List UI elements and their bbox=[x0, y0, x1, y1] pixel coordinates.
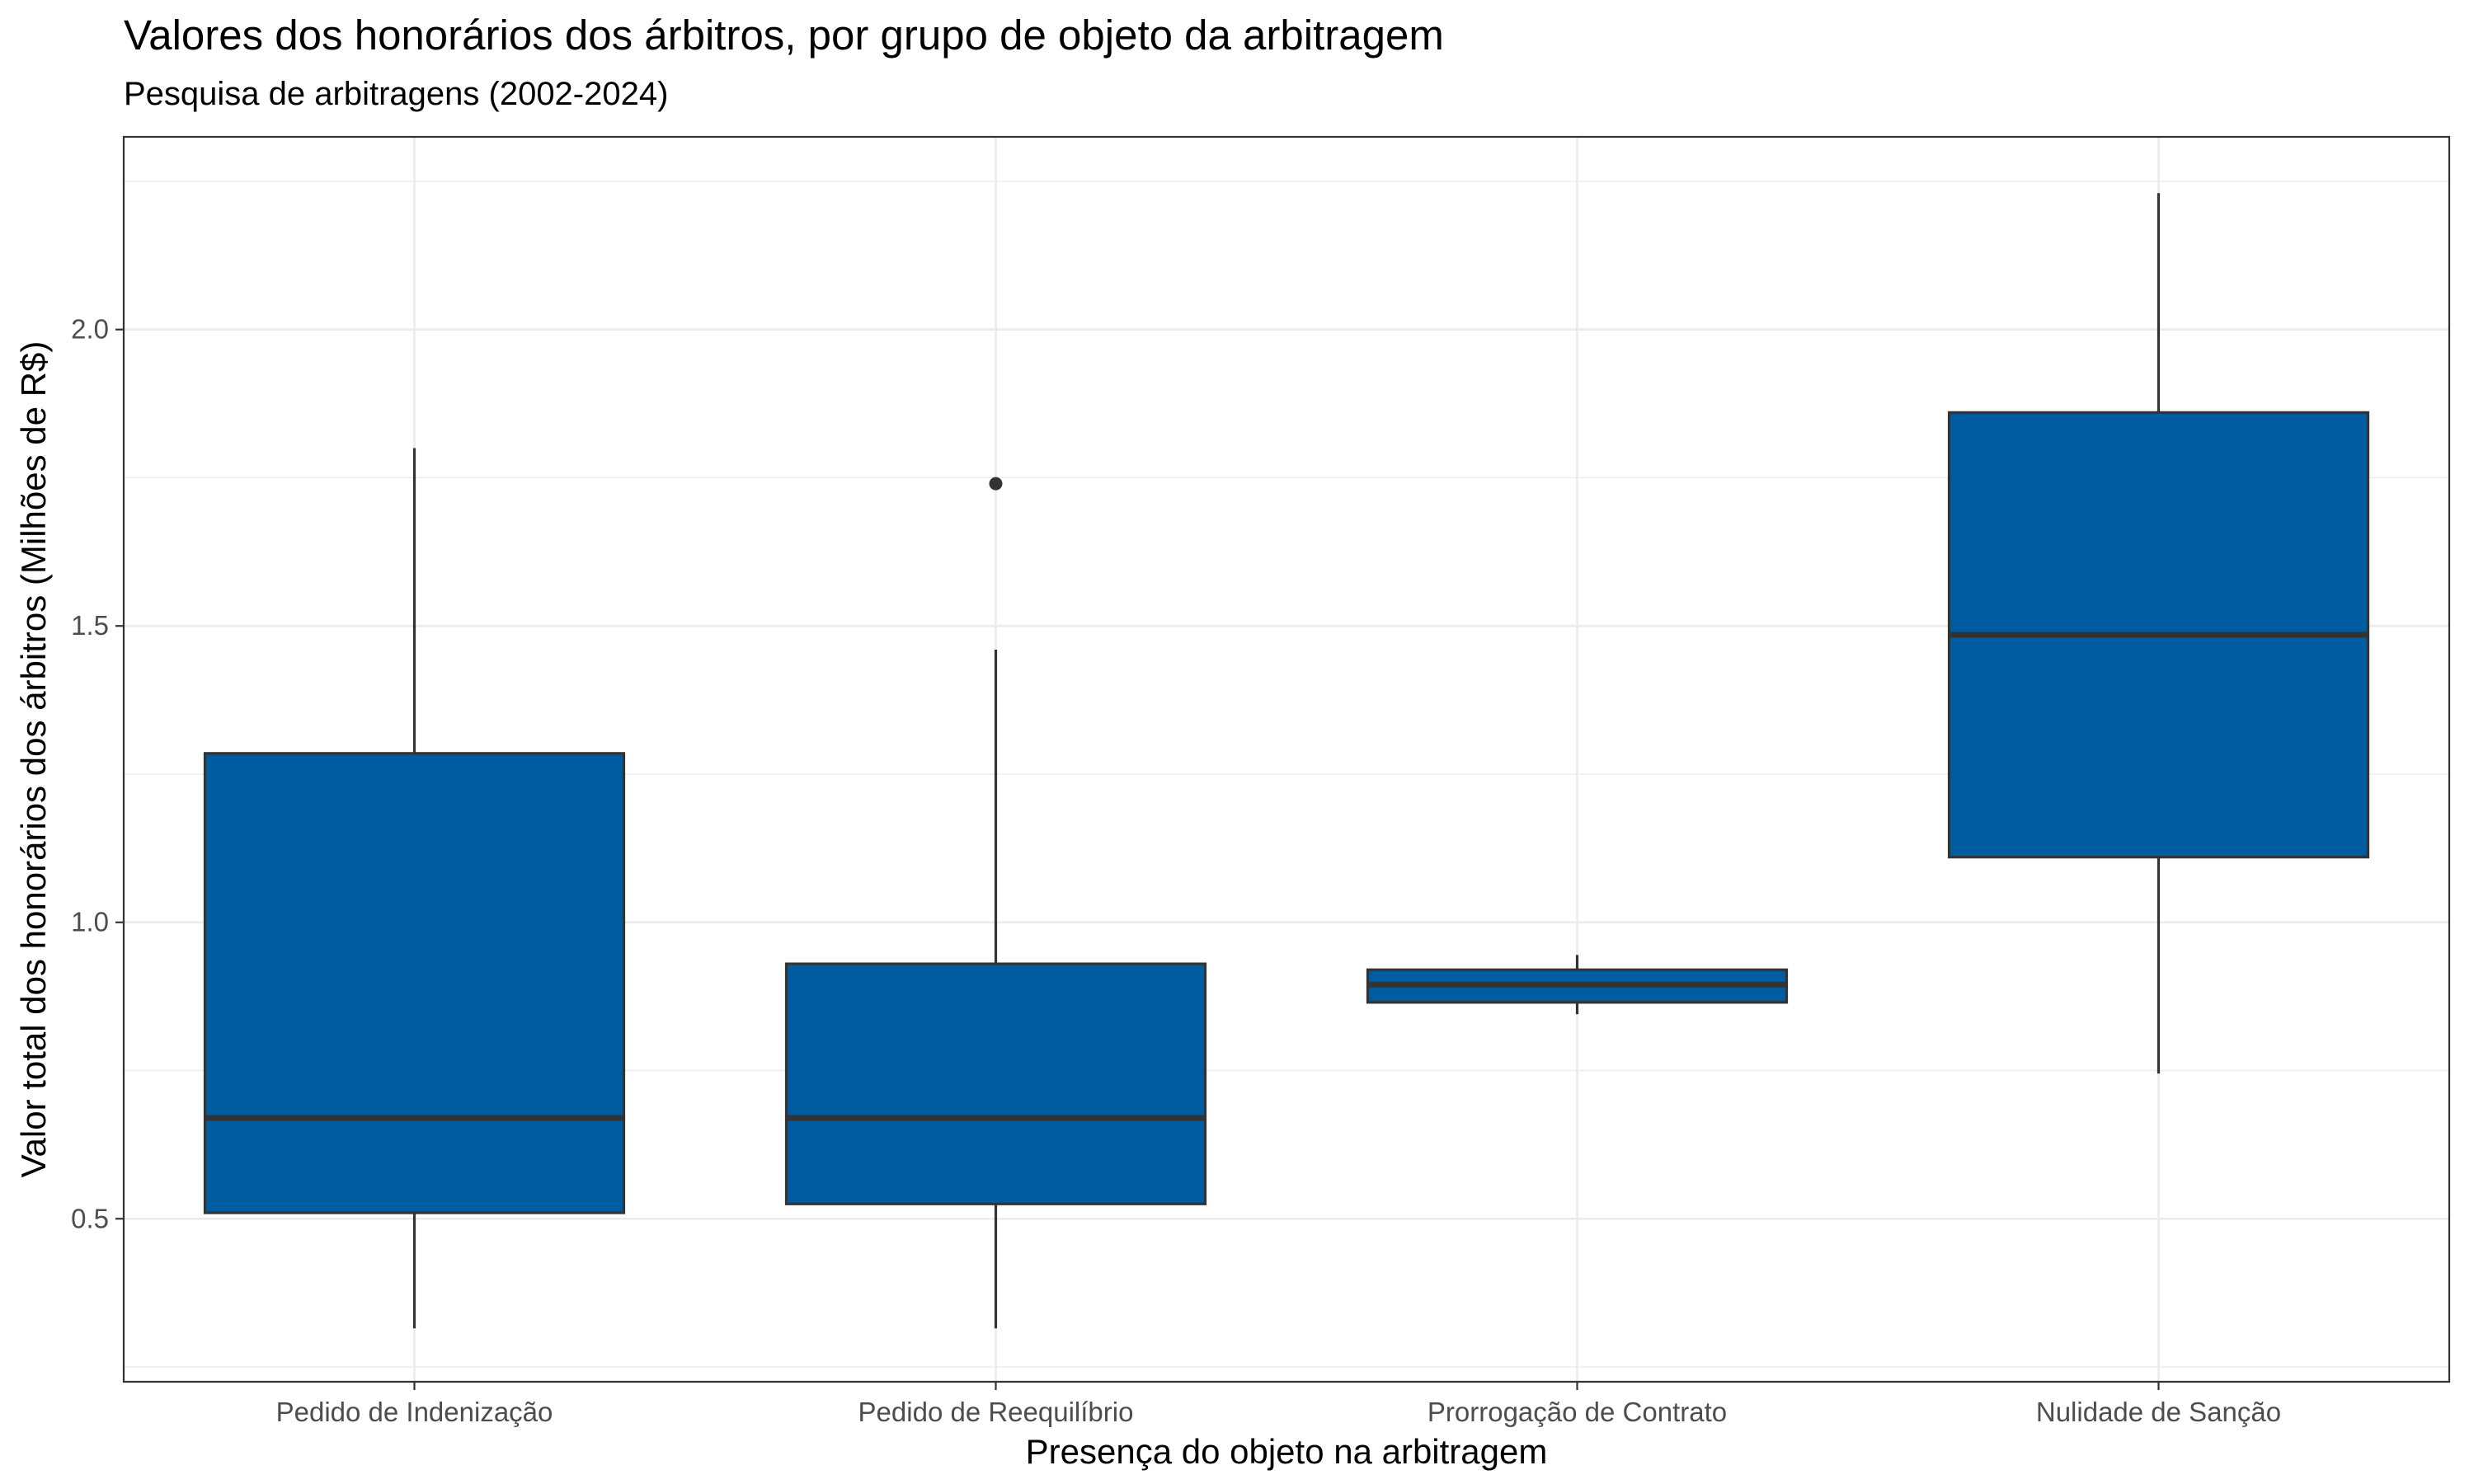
y-axis-title: Valor total dos honorários dos árbitros … bbox=[14, 341, 53, 1178]
x-tick-label: Prorrogação de Contrato bbox=[1427, 1397, 1727, 1427]
chart-title: Valores dos honorários dos árbitros, por… bbox=[124, 12, 1444, 59]
box-iqr bbox=[203, 752, 626, 1214]
outlier-point bbox=[989, 477, 1003, 491]
x-tick-label: Pedido de Reequilíbrio bbox=[858, 1397, 1134, 1427]
boxes-layer bbox=[203, 193, 2370, 1329]
chart-subtitle: Pesquisa de arbitragens (2002-2024) bbox=[124, 76, 668, 112]
x-tick-label: Pedido de Indenização bbox=[276, 1397, 553, 1427]
x-axis-title: Presença do objeto na arbitragem bbox=[1026, 1432, 1548, 1471]
axis-ticks: 0.5 1.0 1.5 2.0 Pedido de Indenização Pedido … bbox=[71, 314, 2281, 1427]
box-group bbox=[784, 477, 1207, 1329]
x-tick-label: Nulidade de Sanção bbox=[2036, 1397, 2281, 1427]
box-iqr bbox=[784, 962, 1207, 1205]
box-group bbox=[1947, 193, 2370, 1074]
y-tick-label: 1.0 bbox=[71, 907, 109, 937]
y-tick-label: 1.5 bbox=[71, 610, 109, 641]
box-group bbox=[203, 448, 626, 1329]
plot-panel-border bbox=[122, 135, 2451, 1383]
box-group bbox=[1366, 955, 1789, 1015]
y-tick-label: 0.5 bbox=[71, 1203, 109, 1233]
y-tick-label: 2.0 bbox=[71, 314, 109, 345]
